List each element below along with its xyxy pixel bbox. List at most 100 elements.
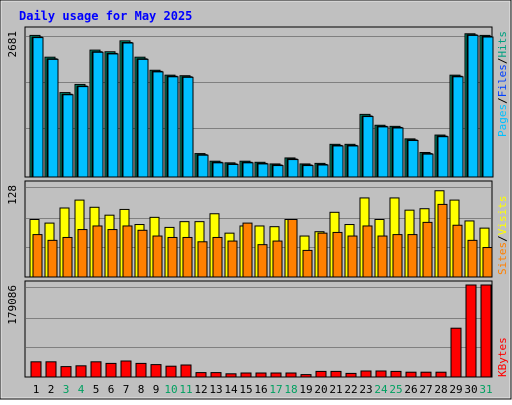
pages-bar (92, 51, 104, 178)
pages-bar (377, 126, 389, 178)
pages-bar (482, 36, 494, 178)
x-tick-label: 18 (284, 383, 297, 396)
legend-entry: / (496, 58, 509, 65)
kbytes-bar (45, 361, 57, 378)
x-tick-label: 24 (374, 383, 388, 396)
hits-panel: 2681 (6, 26, 494, 178)
x-tick-label: 12 (194, 383, 207, 396)
kbytes-bar (450, 327, 462, 378)
kbytes-bar (480, 284, 492, 378)
x-tick-label: 4 (78, 383, 85, 396)
pages-bar (62, 94, 74, 178)
pages-bar (272, 165, 284, 178)
x-tick-label: 9 (153, 383, 160, 396)
sites-bar (152, 235, 163, 278)
x-tick-label: 3 (63, 383, 70, 396)
kbytes-bar (390, 370, 402, 378)
sites-bar (197, 241, 208, 278)
legend-entry: Pages (496, 104, 509, 137)
pages-bar (122, 42, 134, 178)
kbytes-bar (105, 362, 117, 378)
pages-bar (332, 145, 344, 178)
pages-bar (182, 76, 194, 178)
legend-entry: / (496, 97, 509, 104)
sites-bar (317, 232, 328, 278)
x-tick-label: 10 (164, 383, 177, 396)
pages-bar (422, 153, 434, 178)
chart-title: Daily usage for May 2025 (19, 9, 192, 23)
kbytes-bar (90, 361, 102, 378)
sites-bar (257, 244, 268, 278)
x-tick-label: 23 (359, 383, 372, 396)
kbytes-bar (315, 370, 327, 378)
legend-entry: Hits (496, 31, 509, 58)
pages-bar (47, 58, 59, 178)
sites-bar (32, 234, 43, 278)
legend-entry: Files (496, 64, 509, 97)
legend-entry: Visits (496, 196, 509, 236)
x-tick-label: 22 (344, 383, 357, 396)
sites-bar (122, 225, 133, 278)
kbytes-bar (345, 372, 357, 378)
kbytes-bar (330, 370, 342, 378)
sites-bar (242, 222, 253, 278)
pages-bar (347, 145, 359, 178)
y-tick-label: 2681 (6, 31, 19, 58)
pages-bar (137, 58, 149, 178)
x-tick-label: 28 (434, 383, 447, 396)
sites-bar (392, 234, 403, 278)
pages-bar (467, 34, 479, 178)
y-tick-label: 128 (6, 185, 19, 205)
pages-bar (362, 116, 374, 178)
sites-bar (62, 236, 73, 278)
sites-bar (362, 225, 373, 278)
kbytes-bar (360, 370, 372, 378)
pages-bar (407, 140, 419, 178)
sites-bar (107, 229, 118, 278)
sites-bar (422, 221, 433, 278)
sites-bar (467, 239, 478, 278)
kbytes-bar (300, 374, 312, 378)
pages-bar (317, 164, 329, 178)
pages-bar (452, 76, 464, 178)
sites-bar (332, 231, 343, 278)
pages-bar (257, 163, 269, 178)
pages-bar (392, 127, 404, 178)
pages-bar (167, 76, 179, 178)
kbytes-bar (285, 372, 297, 378)
pages-bar (197, 154, 209, 178)
kbytes-panel: 179086 (6, 280, 493, 378)
pages-bar (302, 165, 314, 178)
pages-bar (32, 37, 44, 178)
x-tick-label: 11 (179, 383, 192, 396)
plot-area (24, 280, 493, 378)
x-tick-label: 30 (464, 383, 477, 396)
pages-bar (107, 53, 119, 178)
kbytes-bar (195, 372, 207, 378)
kbytes-bar (405, 371, 417, 378)
legend-entry: / (496, 235, 509, 242)
kbytes-bar (135, 362, 147, 378)
x-tick-label: 26 (404, 383, 417, 396)
kbytes-bar (120, 360, 132, 378)
sites-bar (167, 236, 178, 278)
kbytes-bar (225, 373, 237, 378)
kbytes-bar (270, 372, 282, 378)
kbytes-bar (30, 361, 42, 378)
x-tick-label: 29 (449, 383, 462, 396)
sites-bar (452, 224, 463, 278)
sites-bar (227, 240, 238, 278)
sites-bar (47, 239, 58, 278)
visits-panel: 128 (6, 180, 493, 278)
sites-bar (407, 234, 418, 278)
sites-bar (212, 236, 223, 278)
x-tick-label: 14 (224, 383, 238, 396)
kbytes-bar (180, 364, 192, 378)
x-tick-label: 15 (239, 383, 252, 396)
x-tick-label: 16 (254, 383, 267, 396)
kbytes-bar (255, 372, 267, 378)
x-tick-label: 21 (329, 383, 342, 396)
x-tick-label: 5 (93, 383, 100, 396)
